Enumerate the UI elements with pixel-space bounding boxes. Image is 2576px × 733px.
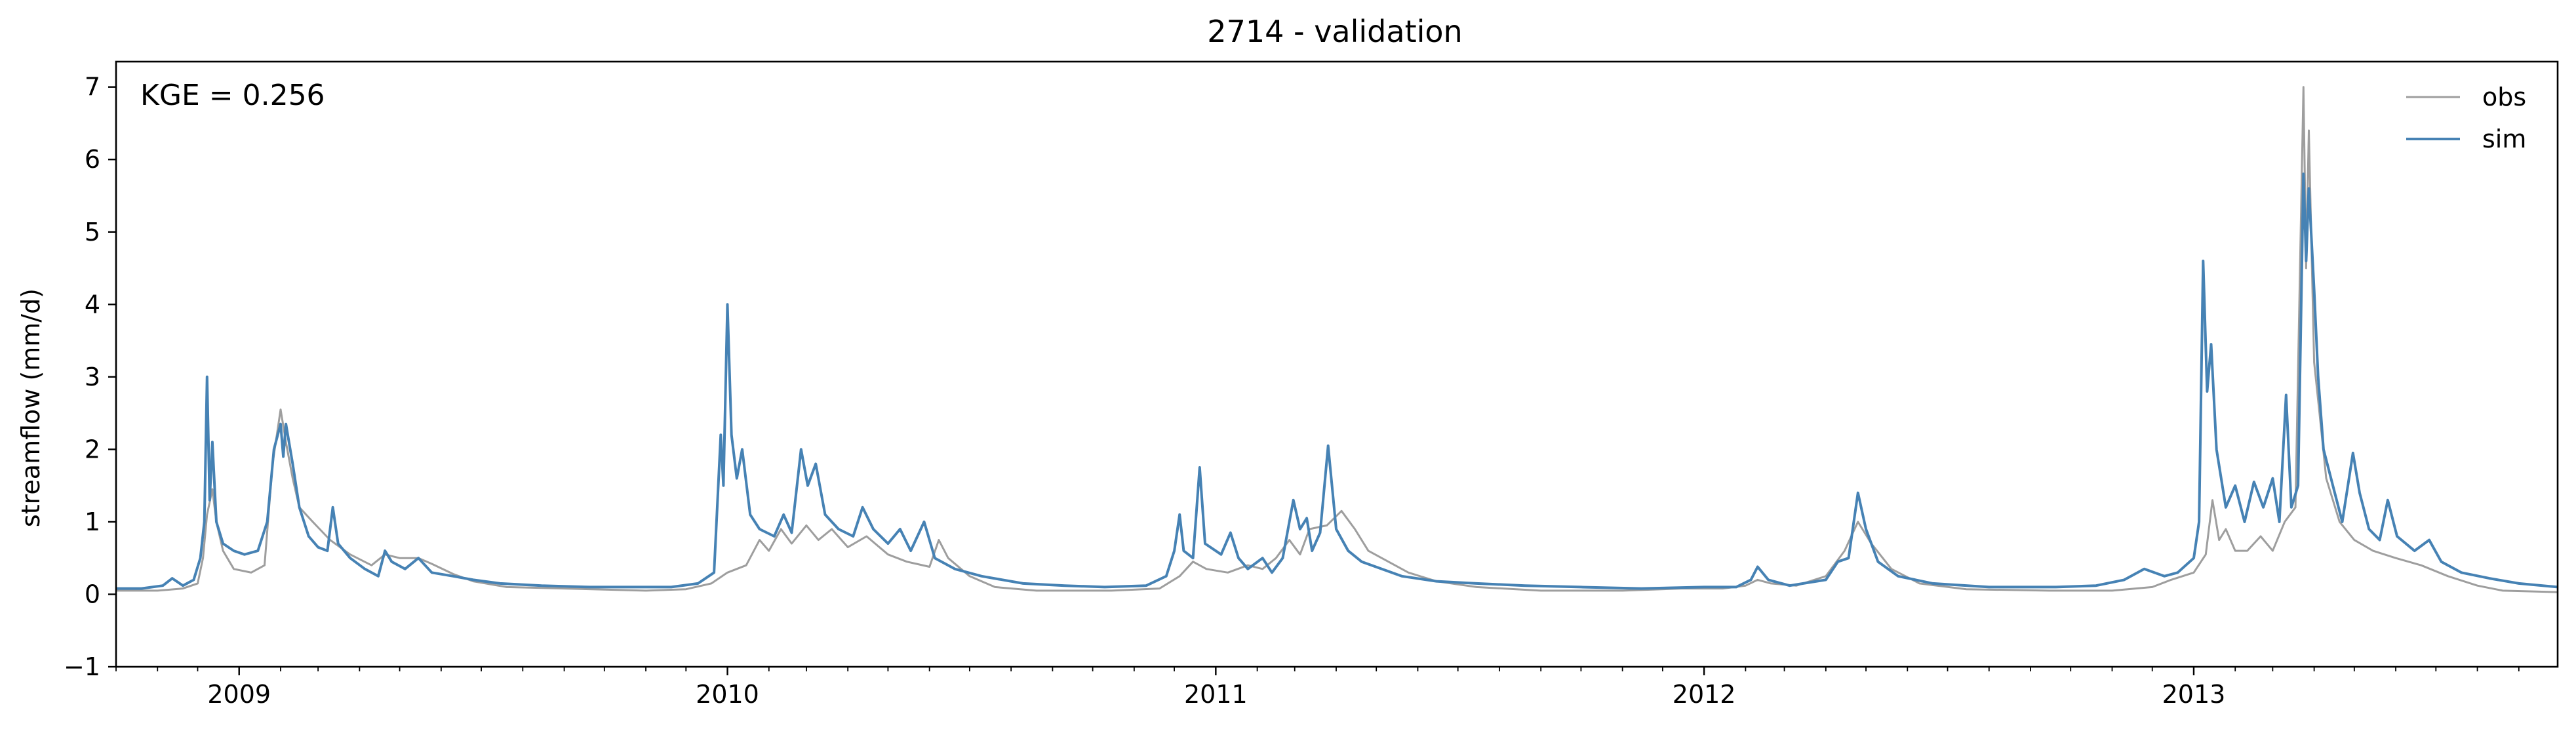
y-tick-label: 2 xyxy=(85,435,100,464)
y-axis-label: streamflow (mm/d) xyxy=(16,288,45,527)
y-tick-label: 3 xyxy=(85,363,100,391)
y-tick-label: 4 xyxy=(85,290,100,319)
y-tick-label: 1 xyxy=(85,507,100,536)
legend-label-obs: obs xyxy=(2482,83,2526,111)
y-tick-label: −1 xyxy=(64,652,100,681)
series-line-sim xyxy=(116,172,2558,590)
y-tick-label: 5 xyxy=(85,218,100,247)
y-axis: −1 0 1 2 3 4 5 6 7 xyxy=(64,73,116,681)
x-tick-label: 2009 xyxy=(207,680,271,709)
kge-annotation: KGE = 0.256 xyxy=(140,79,325,112)
y-tick-label: 0 xyxy=(85,580,100,608)
legend-label-sim: sim xyxy=(2482,125,2526,153)
x-tick-label: 2013 xyxy=(2162,680,2226,709)
chart-title: 2714 - validation xyxy=(1207,14,1462,49)
x-axis: 2009 2010 2011 2012 2013 xyxy=(115,667,2520,709)
y-tick-label: 7 xyxy=(85,73,100,102)
x-tick-label: 2011 xyxy=(1184,680,1248,709)
series-line-obs xyxy=(116,86,2558,593)
legend: obs sim xyxy=(2406,83,2526,153)
x-tick-label: 2010 xyxy=(696,680,759,709)
plot-lines xyxy=(116,86,2558,593)
plot-frame xyxy=(115,60,2559,668)
y-tick-label: 6 xyxy=(85,145,100,174)
x-tick-label: 2012 xyxy=(1673,680,1736,709)
